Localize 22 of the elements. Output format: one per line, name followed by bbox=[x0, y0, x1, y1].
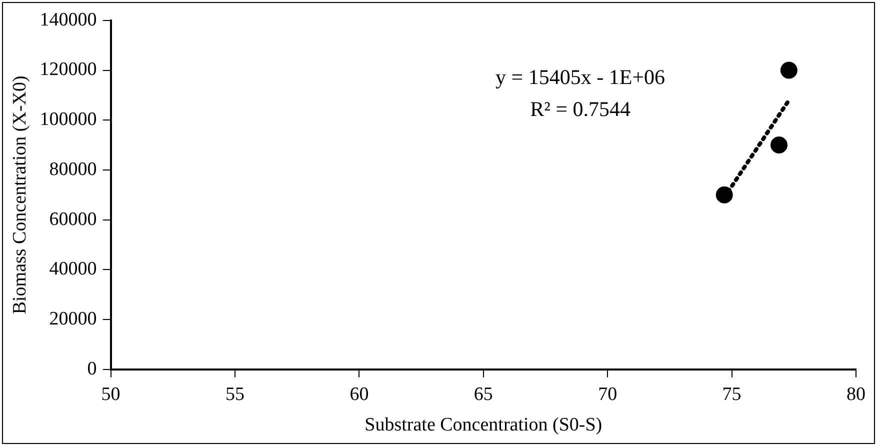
x-axis-title: Substrate Concentration (S0-S) bbox=[364, 414, 602, 436]
y-tick-label: 40000 bbox=[49, 258, 97, 280]
x-tick-label: 55 bbox=[226, 384, 244, 405]
x-tick-label: 75 bbox=[722, 384, 742, 405]
point bbox=[780, 62, 798, 79]
annotation: R² = 0.7544 bbox=[530, 96, 631, 121]
x-tick-label: 70 bbox=[598, 384, 618, 405]
x-tick-label: 60 bbox=[350, 384, 369, 405]
y-tick-label: 20000 bbox=[49, 308, 97, 330]
y-axis-title: Biomass Concentration (X-X0) bbox=[9, 76, 30, 314]
x-tick-label: 80 bbox=[846, 384, 866, 405]
y-tick-label: 80000 bbox=[49, 158, 97, 180]
y-tick-label: 100000 bbox=[40, 109, 97, 130]
y-tick-label: 0 bbox=[87, 358, 97, 380]
point bbox=[770, 136, 788, 154]
y-tick-label: 60000 bbox=[49, 208, 97, 230]
y-tick-label: 140000 bbox=[40, 9, 97, 30]
annotation: y = 15405x - 1E+06 bbox=[496, 64, 666, 89]
y-tick-label: 120000 bbox=[40, 59, 97, 80]
x-tick-label: 65 bbox=[474, 384, 493, 405]
point bbox=[716, 186, 733, 204]
x-tick-label: 50 bbox=[101, 384, 120, 405]
